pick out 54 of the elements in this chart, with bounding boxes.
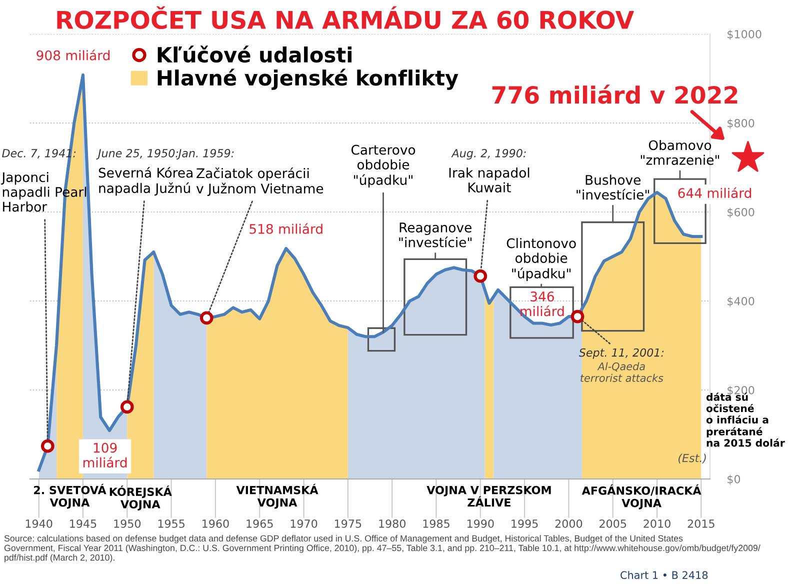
x-tick-label: 1940	[26, 519, 52, 528]
x-tick-label: 1945	[70, 519, 96, 528]
annotation: Clintonovo obdobie "úpadku"	[506, 238, 576, 281]
annotation: Sept. 11, 2001:	[578, 348, 664, 359]
x-tick-label: 1980	[379, 519, 406, 528]
x-tick-label: 2000	[555, 519, 582, 528]
band-label: 2. SVETOVÁ VOJNA	[34, 484, 106, 509]
y-tick-label: $800	[728, 118, 754, 129]
x-tick-label: 2010	[644, 519, 670, 528]
annotation: 908 miliárd	[36, 50, 110, 60]
annotation: Aug. 2, 1990:	[451, 148, 526, 160]
x-tick-label: 1970	[290, 519, 318, 528]
annotation: June 25, 1950:	[96, 148, 178, 160]
y-tick-label: $600	[728, 208, 754, 218]
point	[570, 310, 584, 324]
x-tick-label: 1955	[158, 519, 184, 528]
annotation: Hlavné vojenské konflikty	[158, 68, 458, 90]
y-tick-label: $1000	[728, 30, 762, 40]
x-tick-label: 1990	[467, 519, 494, 528]
x-tick-label: 1985	[423, 519, 450, 528]
band-label: VOJNA V PERZSKOM ZÁLIVE	[426, 486, 551, 507]
source-note: Source: calculations based on defense budget data and defense GDP deflator used in U.S. Office of Management and Budget, Historical Tables, Budget of the United States Government, Fiscal Year 2011 (Washington, D.C.: U.S. Government Printing Office, 2010), pp. 47–55, Table 3.1, and pp. 210–211, Table 10.1, at http://www.whitehouse.gov/omb/budget/fy2009/ pdf/hist.pdf (March 2, 2010).	[4, 535, 760, 562]
annotation: 109 miliárd	[84, 442, 127, 468]
legend-label: Kľúčové udalosti	[158, 46, 352, 63]
annotation: Začiatok operácii v Južnom Vietname	[196, 168, 324, 196]
annotation: 644 miliárd	[678, 187, 752, 198]
band-label: VIETNAMSKÁ VOJNA	[236, 484, 318, 509]
x-tick-label: 1975	[335, 519, 362, 528]
band-label: KÓREJSKÁ VOJNA	[110, 486, 172, 511]
chart-title: ROZPOČET USA NA ARMÁDU ZA 60 ROKOV	[57, 6, 634, 30]
annotation: Carterovo obdobie "úpadku"	[351, 144, 416, 188]
point	[40, 439, 54, 453]
annotation: Obamovo "zmrazenie"	[640, 140, 720, 165]
y-tick-label: $400	[728, 296, 754, 307]
annotation: Irak napadol Kuwait	[449, 168, 530, 192]
caption: Chart 1 • B 2418	[620, 570, 708, 580]
x-tick-label: 2015	[688, 519, 714, 528]
annotation: 346 miliárd	[520, 291, 564, 316]
annotation: Bushove "investície"	[576, 174, 650, 200]
point	[200, 311, 214, 325]
point	[474, 269, 488, 283]
annotation: Reaganove "investície"	[399, 222, 472, 248]
x-tick-label: 1950	[114, 519, 141, 528]
x-tick-label: 1960	[202, 519, 229, 528]
annotation: 518 miliárd	[250, 223, 322, 234]
y-tick-label: $0	[728, 474, 740, 485]
band-label: AFGÁNSKO/IRACKÁ VOJNA	[582, 484, 702, 510]
annotation: Severná Kórea napadla Južnú	[98, 166, 192, 196]
point	[120, 400, 134, 414]
annotation: Jan. 1959:	[176, 148, 234, 160]
x-tick-label: 1965	[246, 519, 273, 528]
annotation: 776 miliárd v 2022	[492, 84, 738, 104]
x-tick-label: 1995	[512, 519, 538, 528]
x-tick-label: 2005	[600, 519, 626, 528]
